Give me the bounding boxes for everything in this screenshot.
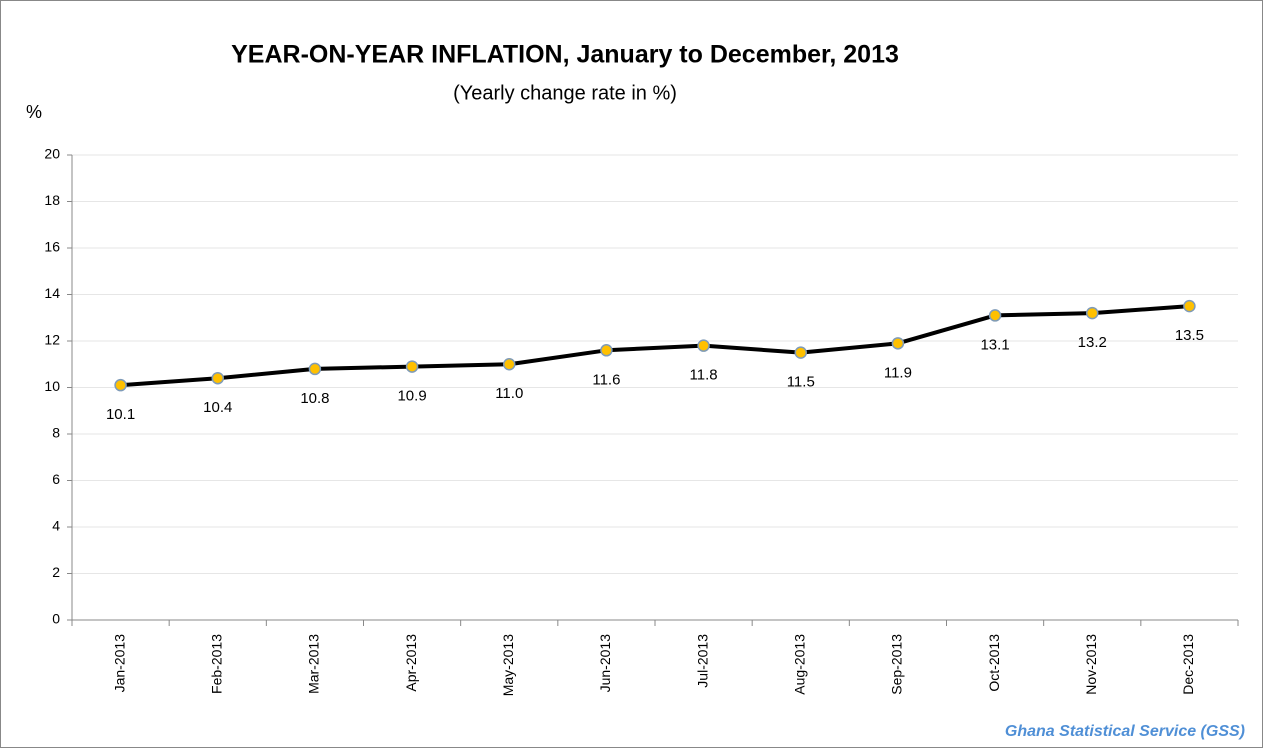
data-label: 10.9	[397, 388, 426, 405]
data-point	[308, 362, 322, 376]
x-tick-label: Jan-2013	[111, 634, 127, 693]
y-tick-label: 20	[44, 146, 60, 162]
data-point	[697, 339, 710, 352]
data-point	[114, 378, 127, 392]
x-tick-label: Aug-2013	[791, 634, 807, 695]
x-tick-label: Oct-2013	[986, 634, 1002, 692]
data-point	[600, 344, 613, 357]
y-tick-label: 18	[44, 192, 60, 208]
y-tick-label: 0	[52, 611, 60, 627]
x-tick-label: Apr-2013	[403, 634, 419, 692]
x-tick-label: Nov-2013	[1083, 634, 1099, 695]
y-tick-label: 6	[52, 471, 60, 487]
data-point	[405, 360, 419, 373]
y-tick-label: 14	[44, 285, 60, 301]
source-note: Ghana Statistical Service (GSS)	[1005, 723, 1245, 740]
data-label: 10.1	[106, 406, 135, 423]
x-tick-label: Mar-2013	[306, 634, 322, 694]
data-line	[120, 304, 1190, 388]
y-tick-label: 16	[44, 239, 60, 255]
y-tick-label: 8	[52, 425, 60, 441]
data-point	[503, 358, 516, 371]
data-label: 13.2	[1078, 334, 1107, 351]
x-tick-label: Jun-2013	[597, 634, 613, 693]
y-tick-label: 2	[52, 564, 60, 580]
x-tick-label: Jul-2013	[694, 634, 710, 688]
data-point	[1086, 306, 1099, 320]
data-point	[988, 309, 1002, 322]
chart-title: YEAR-ON-YEAR INFLATION, January to Decem…	[231, 41, 899, 69]
data-point	[794, 346, 807, 359]
chart-subtitle: (Yearly change rate in %)	[453, 82, 677, 104]
data-label: 10.8	[300, 390, 329, 407]
y-axis-label: %	[26, 102, 42, 122]
data-label: 11.9	[884, 364, 912, 381]
x-tick-label: May-2013	[500, 634, 516, 696]
data-label: 11.8	[690, 367, 718, 384]
x-tick-label: Feb-2013	[208, 634, 224, 694]
data-label: 11.5	[787, 374, 815, 391]
data-point	[1183, 299, 1196, 313]
y-tick-label: 10	[44, 378, 60, 394]
data-label: 13.1	[980, 336, 1009, 353]
data-label: 10.4	[203, 399, 232, 416]
data-label: 11.6	[592, 371, 620, 388]
data-label: 13.5	[1175, 327, 1204, 344]
data-point	[211, 371, 224, 385]
data-point	[891, 337, 905, 350]
x-tick-label: Dec-2013	[1180, 634, 1196, 695]
y-tick-label: 12	[44, 332, 60, 348]
y-tick-label: 4	[52, 518, 60, 534]
x-tick-label: Sep-2013	[889, 634, 905, 695]
data-label: 11.0	[495, 385, 523, 402]
